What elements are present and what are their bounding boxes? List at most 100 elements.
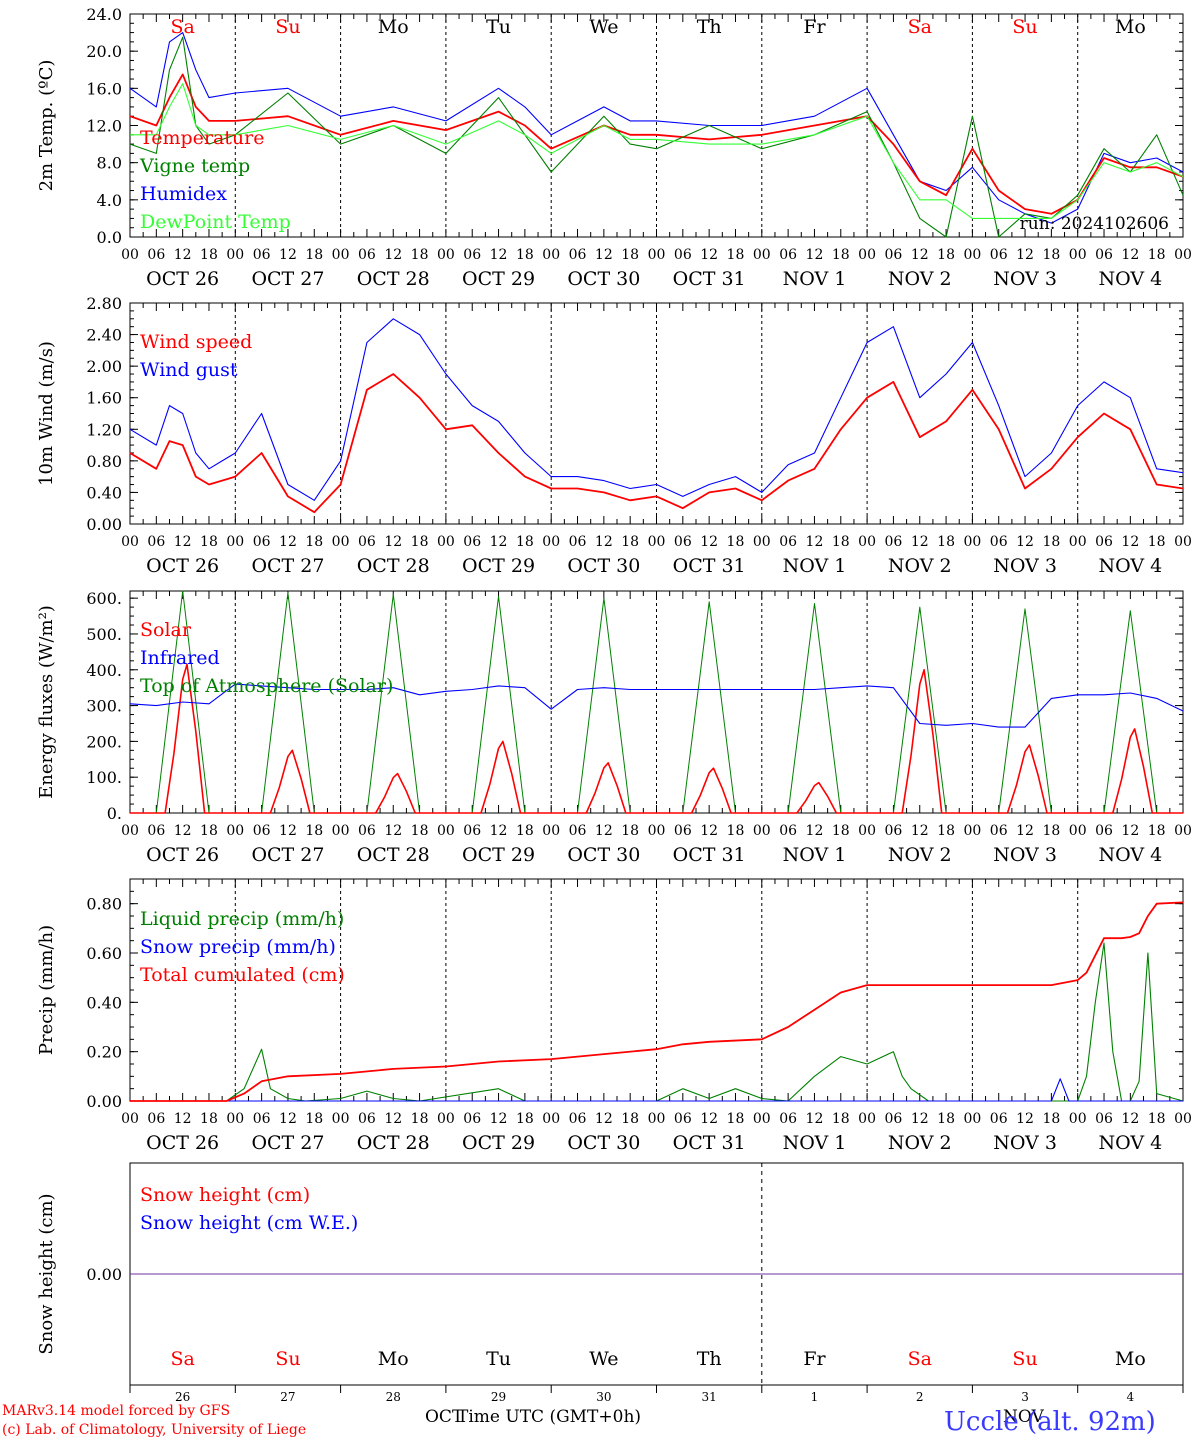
date-label: OCT 28 [357, 268, 430, 290]
hour-tick-label: 12 [384, 534, 402, 550]
hour-tick-label: 00 [542, 534, 560, 550]
hour-tick-label: 00 [1069, 1111, 1087, 1127]
hour-tick-label: 18 [411, 1111, 429, 1127]
y-tick-label: 8.0 [97, 154, 122, 173]
y-tick-label: 1.20 [86, 420, 122, 439]
y-tick-label: 0.80 [86, 452, 122, 471]
hour-tick-label: 18 [1148, 823, 1166, 839]
hour-tick-label: 12 [806, 534, 824, 550]
hour-tick-label: 06 [463, 1111, 481, 1127]
hour-tick-label: 18 [411, 247, 429, 263]
hour-tick-label: 00 [963, 534, 981, 550]
y-tick-label: 0.0 [97, 228, 122, 247]
y-tick-label: 16.0 [86, 79, 122, 98]
hour-tick-label: 06 [1095, 823, 1113, 839]
hour-tick-label: 00 [648, 247, 666, 263]
hour-tick-label: 18 [727, 534, 745, 550]
legend-entry: Top of Atmosphere (Solar) [140, 675, 393, 697]
day-name-label: Su [275, 1348, 300, 1370]
hour-tick-label: 00 [858, 534, 876, 550]
hour-tick-label: 00 [332, 534, 350, 550]
hour-tick-label: 06 [885, 247, 903, 263]
day-name-label: Mo [1115, 16, 1146, 38]
day-number-label: 31 [702, 1390, 717, 1404]
hour-tick-label: 12 [279, 534, 297, 550]
hour-tick-label: 06 [1095, 534, 1113, 550]
hour-tick-label: 06 [885, 534, 903, 550]
series-solar [130, 663, 1183, 814]
y-tick-label: 300. [86, 697, 122, 716]
hour-tick-label: 00 [648, 1111, 666, 1127]
series-temperature [129, 73, 1184, 215]
hour-tick-label: 18 [937, 823, 955, 839]
hour-tick-label: 18 [937, 1111, 955, 1127]
y-tick-label: 2.80 [86, 294, 122, 313]
day-name-label: Th [697, 16, 722, 38]
y-tick-label: 20.0 [86, 42, 122, 61]
hour-tick-label: 06 [569, 1111, 587, 1127]
hour-tick-label: 12 [384, 247, 402, 263]
hour-tick-label: 00 [332, 1111, 350, 1127]
hour-tick-label: 12 [911, 534, 929, 550]
hour-tick-label: 06 [463, 247, 481, 263]
hour-tick-label: 18 [1148, 534, 1166, 550]
y-tick-label: 0.00 [86, 1265, 122, 1284]
hour-tick-label: 18 [621, 534, 639, 550]
day-name-label: Su [1012, 16, 1037, 38]
hour-tick-label: 12 [911, 823, 929, 839]
hour-tick-label: 18 [200, 247, 218, 263]
day-name-label: Su [1012, 1348, 1037, 1370]
hour-tick-label: 06 [358, 823, 376, 839]
hour-tick-label: 00 [121, 247, 139, 263]
hour-tick-label: 18 [937, 534, 955, 550]
day-number-label: 4 [1127, 1390, 1135, 1404]
hour-tick-label: 00 [1069, 534, 1087, 550]
y-axis-label: Precip (mm/h) [36, 925, 57, 1055]
hour-tick-label: 12 [595, 823, 613, 839]
hour-tick-label: 00 [121, 823, 139, 839]
y-tick-label: 0.60 [86, 944, 122, 963]
hour-tick-label: 00 [648, 534, 666, 550]
hour-tick-label: 06 [779, 823, 797, 839]
hour-tick-label: 00 [648, 823, 666, 839]
day-number-label: 26 [175, 1390, 190, 1404]
hour-tick-label: 00 [753, 823, 771, 839]
hour-tick-label: 06 [990, 823, 1008, 839]
day-name-label: Mo [378, 16, 409, 38]
hour-tick-label: 06 [569, 823, 587, 839]
hour-tick-label: 06 [358, 534, 376, 550]
hour-tick-label: 18 [1148, 247, 1166, 263]
hour-tick-label: 00 [753, 534, 771, 550]
hour-tick-label: 00 [437, 534, 455, 550]
hour-tick-label: 00 [1069, 247, 1087, 263]
panel-temperature: 0.0 4.0 8.0 12.0 16.0 20.0 24.0 2m Temp. (ºC) Sa… [36, 5, 1192, 290]
y-tick-label: 0.40 [86, 483, 122, 502]
date-label: NOV 3 [993, 844, 1057, 866]
hour-tick-label: 00 [963, 1111, 981, 1127]
footer: MARv3.14 model forced by GFS (c) Lab. of… [2, 1403, 1156, 1438]
hour-tick-label: 12 [174, 247, 192, 263]
month-label-right: NOV [1003, 1407, 1045, 1427]
day-name-label: Sa [908, 16, 932, 38]
hour-tick-label: 12 [595, 534, 613, 550]
hour-tick-label: 12 [174, 1111, 192, 1127]
hour-tick-label: 18 [411, 534, 429, 550]
hour-tick-label: 12 [490, 247, 508, 263]
panel-wind: 0.00 0.40 0.80 1.20 1.60 2.00 2.40 2.80 10m Wind… [36, 294, 1192, 577]
day-number-label: 30 [596, 1390, 611, 1404]
hour-tick-label: 18 [200, 1111, 218, 1127]
y-tick-label: 0.20 [86, 1043, 122, 1062]
hour-tick-label: 18 [516, 534, 534, 550]
date-label: OCT 29 [462, 555, 535, 577]
hour-tick-label: 18 [937, 247, 955, 263]
day-name-label: Tu [486, 16, 511, 38]
hour-tick-label: 12 [279, 247, 297, 263]
date-label: OCT 31 [673, 555, 746, 577]
series-wind-speed [129, 373, 1184, 514]
date-label: OCT 27 [251, 268, 324, 290]
hour-tick-label: 06 [674, 247, 692, 263]
month-label-left: OCT [425, 1407, 464, 1427]
time-axis-label: Time UTC (GMT+0h) [457, 1407, 641, 1427]
y-tick-label: 100. [86, 768, 122, 787]
hour-tick-label: 18 [832, 534, 850, 550]
